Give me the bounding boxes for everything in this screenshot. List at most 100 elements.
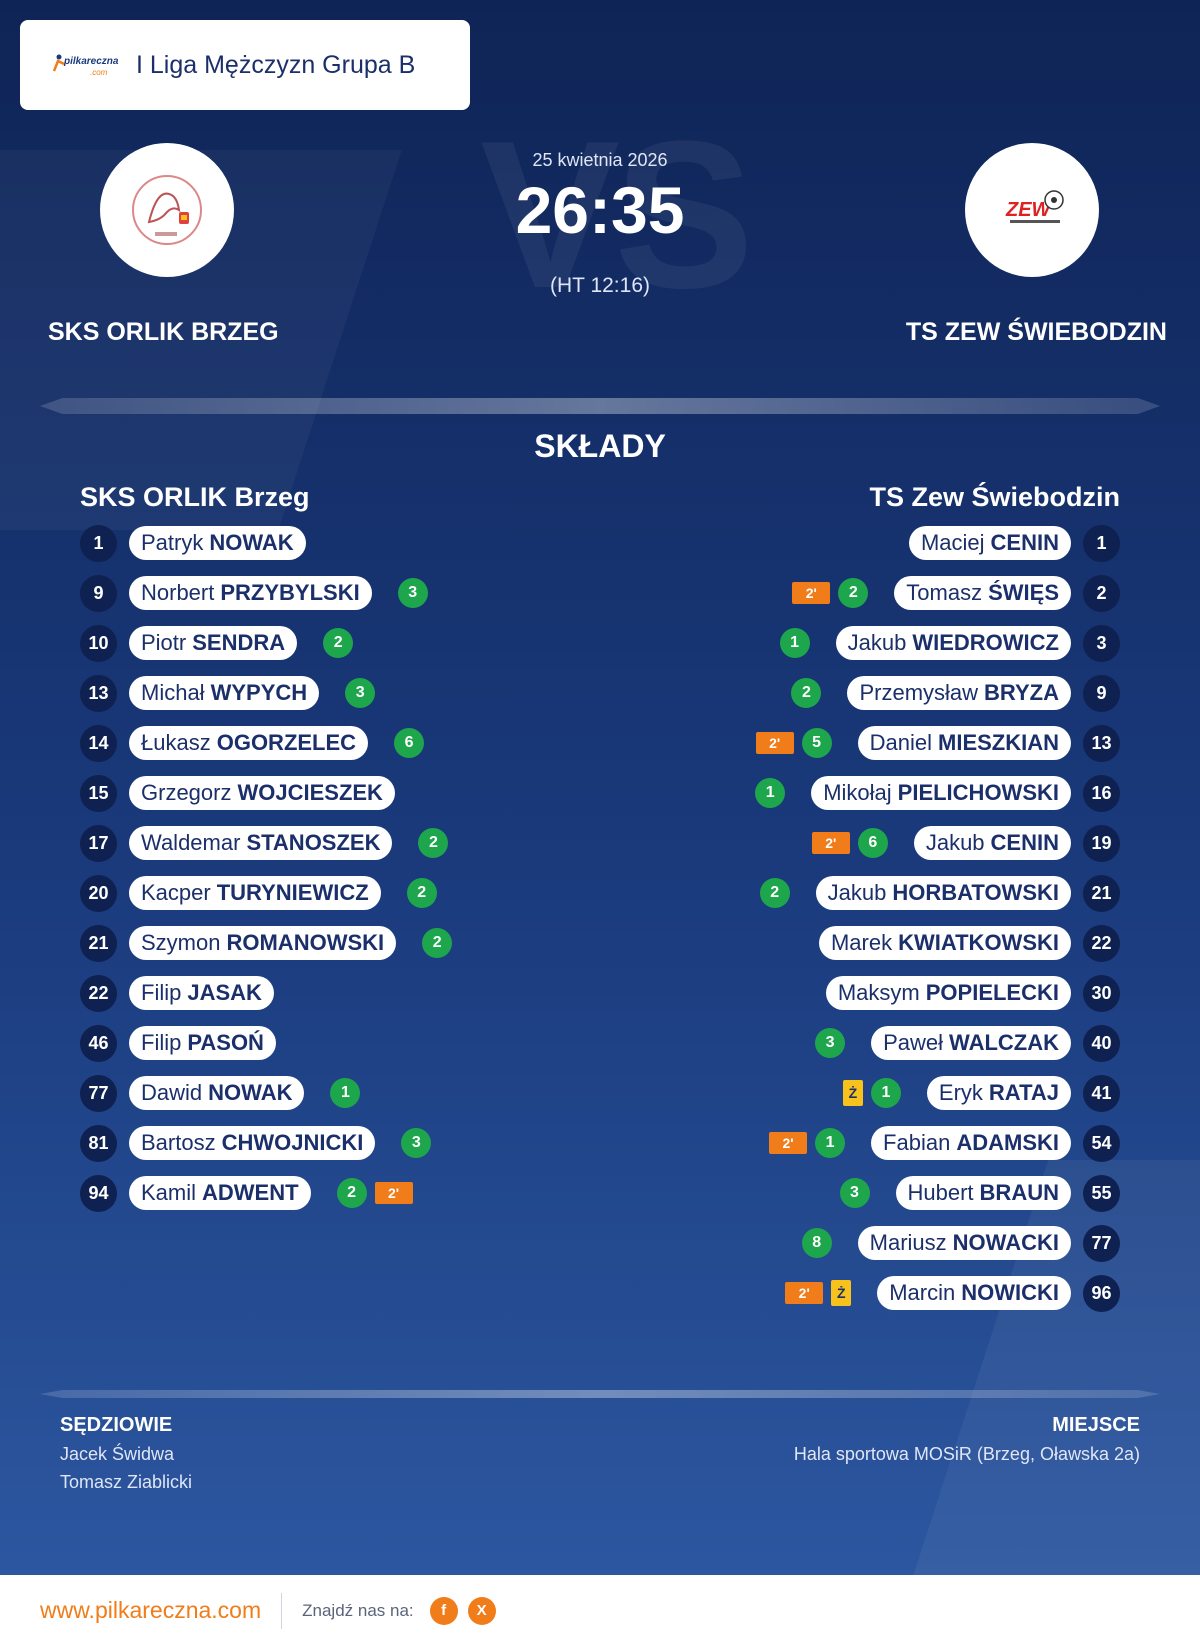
player-name-pill: Marcin NOWICKI (877, 1276, 1071, 1310)
player-number: 9 (1083, 674, 1120, 712)
player-last-name: HORBATOWSKI (892, 880, 1059, 905)
player-stats: 3 (839, 1178, 870, 1208)
player-number: 22 (1083, 924, 1120, 962)
goals-badge: 2 (418, 828, 449, 858)
player-first-name: Jakub (925, 830, 985, 855)
player-row: 15 Grzegorz WOJCIESZEK (80, 774, 395, 812)
goals-badge: 1 (755, 778, 786, 808)
player-number: 21 (80, 924, 117, 962)
player-first-name: Dawid (141, 1080, 203, 1105)
player-last-name: JASAK (187, 980, 262, 1005)
player-stats: 2' 6 (811, 828, 888, 858)
player-number: 96 (1083, 1274, 1120, 1312)
venue-name: Hala sportowa MOSiR (Brzeg, Oławska 2a) (793, 1444, 1140, 1464)
referee-name: Tomasz Ziablicki (60, 1472, 193, 1492)
player-number: 21 (1083, 874, 1120, 912)
player-last-name: SENDRA (192, 630, 286, 655)
player-row: 22 Filip JASAK (80, 974, 274, 1012)
player-number: 46 (80, 1024, 117, 1062)
goals-badge: 1 (330, 1078, 361, 1108)
player-last-name: NOWACKI (952, 1230, 1059, 1255)
player-number: 54 (1083, 1124, 1120, 1162)
referee-name: Jacek Świdwa (60, 1444, 175, 1464)
player-first-name: Maciej (920, 530, 985, 555)
player-number: 1 (80, 524, 117, 562)
player-last-name: ADWENT (202, 1180, 299, 1205)
facebook-icon[interactable]: f (429, 1596, 458, 1625)
goals-badge: 2 (336, 1178, 367, 1208)
player-number: 1 (1083, 524, 1120, 562)
goals-badge: 2 (422, 928, 453, 958)
player-stats: 2 2' (336, 1178, 413, 1208)
match-date: 25 kwietnia 2026 (532, 150, 668, 170)
goals-badge: 3 (839, 1178, 870, 1208)
player-name-pill: Eryk RATAJ (926, 1076, 1071, 1110)
home-team-logo (100, 143, 234, 277)
player-row: 1 Patryk NOWAK (80, 524, 306, 562)
league-header: pilkareczna .com I Liga Mężczyzn Grupa B (20, 20, 470, 110)
player-first-name: Przemysław (859, 680, 979, 705)
player-row: 16 Mikołaj PIELICHOWSKI 1 (755, 774, 1120, 812)
player-first-name: Eryk (938, 1080, 983, 1105)
player-last-name: CHWOJNICKI (221, 1130, 364, 1155)
player-row: 21 Szymon ROMANOWSKI 2 (80, 924, 453, 962)
player-name-pill: Jakub HORBATOWSKI (815, 876, 1071, 910)
player-first-name: Marek (830, 930, 893, 955)
player-row: 9 Norbert PRZYBYLSKI 3 (80, 574, 428, 612)
zew-crest-icon: ZEW (1005, 190, 1064, 223)
player-name-pill: Dawid NOWAK (129, 1076, 305, 1110)
player-number: 3 (1083, 624, 1120, 662)
player-row: 14 Łukasz OGORZELEC 6 (80, 724, 425, 762)
player-row: 2 Tomasz ŚWIĘS 2' 2 (792, 574, 1120, 612)
player-last-name: NOWICKI (961, 1280, 1059, 1305)
player-stats: 1 (755, 778, 786, 808)
pilkareczna-logo: pilkareczna .com (50, 50, 120, 80)
goals-badge: 1 (815, 1128, 846, 1158)
player-last-name: WIEDROWICZ (912, 630, 1059, 655)
player-name-pill: Kamil ADWENT (129, 1176, 311, 1210)
player-number: 13 (80, 674, 117, 712)
player-first-name: Paweł (883, 1030, 944, 1055)
player-name-pill: Norbert PRZYBYLSKI (129, 576, 372, 610)
logo-mark-icon (52, 54, 65, 72)
player-stats: 2 (422, 928, 453, 958)
player-first-name: Maksym (837, 980, 920, 1005)
player-first-name: Norbert (141, 580, 215, 605)
divider (40, 1390, 1160, 1398)
player-first-name: Fabian (883, 1130, 951, 1155)
player-row: 55 Hubert BRAUN 3 (839, 1174, 1120, 1212)
player-name-pill: Przemysław BRYZA (847, 676, 1071, 710)
player-stats: 2 (791, 678, 822, 708)
player-name-pill: Mikołaj PIELICHOWSKI (811, 776, 1071, 810)
player-number: 16 (1083, 774, 1120, 812)
x-icon[interactable]: X (467, 1596, 496, 1625)
goals-badge: 3 (815, 1028, 846, 1058)
orlik-crest-icon (132, 175, 202, 245)
player-name-pill: Patryk NOWAK (129, 526, 306, 560)
lineups-title: SKŁADY (534, 428, 666, 464)
player-stats: 2 (418, 828, 449, 858)
player-number: 41 (1083, 1074, 1120, 1112)
player-stats: 2' 1 (769, 1128, 846, 1158)
player-row: 96 Marcin NOWICKI 2' Ż (785, 1274, 1120, 1312)
player-last-name: PASOŃ (187, 1030, 264, 1055)
player-name-pill: Mariusz NOWACKI (857, 1226, 1071, 1260)
player-row: 20 Kacper TURYNIEWICZ 2 (80, 874, 437, 912)
player-stats: 1 (779, 628, 810, 658)
player-number: 94 (80, 1174, 117, 1212)
player-first-name: Filip (141, 980, 182, 1005)
player-name-pill: Maksym POPIELECKI (825, 976, 1071, 1010)
footer-separator (281, 1592, 283, 1629)
final-score: 26:35 (515, 173, 685, 247)
goals-badge: 8 (801, 1228, 832, 1258)
player-last-name: WALCZAK (949, 1030, 1059, 1055)
goals-badge: 3 (397, 578, 428, 608)
player-number: 77 (1083, 1224, 1120, 1262)
yellow-card-badge: Ż (831, 1280, 852, 1306)
player-last-name: POPIELECKI (925, 980, 1059, 1005)
player-first-name: Szymon (141, 930, 221, 955)
website-link[interactable]: www.pilkareczna.com (40, 1597, 262, 1623)
goals-badge: 2 (406, 878, 437, 908)
player-first-name: Daniel (869, 730, 932, 755)
player-last-name: BRYZA (984, 680, 1059, 705)
